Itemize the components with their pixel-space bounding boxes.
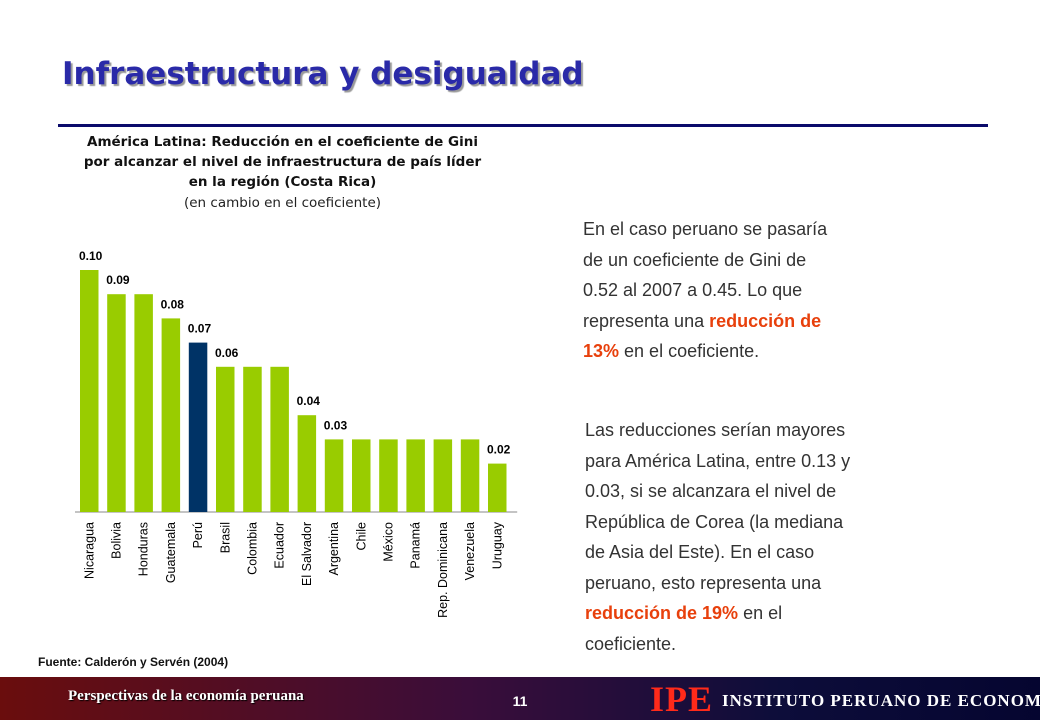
- line-text: República de Corea (la mediana: [585, 511, 844, 532]
- data-label: 0.09: [106, 273, 130, 287]
- chart-title-line: América Latina: Reducción en el coeficie…: [87, 134, 478, 150]
- paragraph-line: En el caso peruano se pasaría: [583, 214, 943, 245]
- paragraph-line: peruano, esto representa una: [585, 568, 965, 599]
- ipe-logo: IPE: [650, 679, 714, 719]
- gini-bar-chart: 0.10 Nicaragua 0.09 Bolivia Honduras 0.08 Guat…: [75, 249, 518, 618]
- chart-title-line: por alcanzar el nivel de infraestructura…: [83, 154, 482, 170]
- category-label: Honduras: [137, 522, 151, 576]
- data-label: 0.03: [324, 418, 348, 432]
- line-text: en el coeficiente.: [619, 341, 760, 361]
- data-label: 0.07: [188, 322, 212, 336]
- line-text: En el caso peruano se pasaría: [583, 219, 828, 239]
- bar-guatemala: [161, 318, 181, 512]
- category-label: Argentina: [327, 522, 341, 576]
- title-divider: [58, 124, 988, 127]
- footer-caption: Perspectivas de la economía peruana: [68, 688, 304, 704]
- footer-bar: Perspectivas de la economía peruana 11 I…: [0, 677, 1040, 720]
- line-text: 0.03, si se alcanzara el nivel de: [585, 481, 837, 501]
- data-label: 0.08: [161, 297, 185, 311]
- bar-bolivia: [107, 294, 126, 512]
- bar-colombia: [243, 366, 262, 512]
- paragraph-line: de Asia del Este). En el caso: [585, 537, 965, 568]
- line-text: de un coeficiente de Gini de: [583, 249, 807, 270]
- paragraph-line: República de Corea (la mediana: [585, 507, 965, 538]
- line-text: de Asia del Este). En el caso: [585, 542, 815, 562]
- category-label: Guatemala: [164, 522, 178, 583]
- paragraph-line: representa una reducción de: [583, 306, 943, 337]
- bar-rep-dominicana: [433, 439, 453, 512]
- line-text: 0.52 al 2007 a 0.45. Lo que: [583, 280, 803, 300]
- bar-venezuela: [460, 439, 480, 512]
- category-label: México: [381, 522, 395, 562]
- institute-name: INSTITUTO PERUANO DE ECONOMÍA: [722, 691, 1040, 710]
- highlight-text: reducción de: [709, 310, 822, 331]
- category-label: Perú: [191, 522, 205, 548]
- source-note: Fuente: Calderón y Servén (2004): [38, 655, 229, 669]
- paragraph-line: para América Latina, entre 0.13 y: [585, 446, 965, 477]
- category-label: Bolivia: [109, 522, 123, 559]
- line-text: peruano, esto representa una: [585, 572, 822, 593]
- bar-ecuador: [270, 366, 289, 512]
- category-label: Panamá: [409, 522, 423, 569]
- data-label: 0.06: [215, 346, 239, 360]
- category-label: Brasil: [218, 522, 232, 553]
- category-label: Rep. Dominicana: [436, 522, 450, 618]
- paragraph-peru: En el caso peruano se pasaría de un coefi…: [583, 214, 943, 367]
- bar-nicaragua: [80, 270, 99, 512]
- paragraph-line: Las reducciones serían mayores: [585, 415, 965, 446]
- paragraph-line: 13% en el coeficiente.: [583, 336, 943, 367]
- paragraph-line: 0.52 al 2007 a 0.45. Lo que: [583, 275, 943, 306]
- line-text: Las reducciones serían mayores: [585, 420, 846, 440]
- bar-argentina: [324, 439, 344, 512]
- chart-title: América Latina: Reducción en el coeficie…: [50, 132, 515, 192]
- line-text: para América Latina, entre 0.13 y: [585, 450, 851, 471]
- paragraph-latin-america: Las reducciones serían mayores para Améri…: [585, 415, 965, 659]
- paragraph-line: 0.03, si se alcanzara el nivel de: [585, 476, 965, 507]
- category-label: Nicaragua: [82, 522, 96, 579]
- page-title: Infraestructura y desigualdad: [62, 56, 584, 92]
- bar-per-: [188, 342, 208, 512]
- category-label: Ecuador: [273, 522, 287, 569]
- bar-brasil: [216, 366, 235, 512]
- category-label: Venezuela: [463, 522, 477, 580]
- bar-el-salvador: [297, 415, 317, 512]
- bar-honduras: [134, 294, 153, 512]
- category-label: Colombia: [245, 522, 259, 575]
- paragraph-line: coeficiente.: [585, 629, 965, 660]
- bar-chile: [352, 439, 371, 512]
- bar-panam-: [406, 439, 425, 512]
- page-number: 11: [512, 693, 528, 709]
- paragraph-line: reducción de 19% en el: [585, 598, 965, 629]
- category-label: Uruguay: [490, 521, 504, 569]
- data-label: 0.02: [487, 443, 511, 457]
- highlight-text: 13%: [583, 341, 620, 361]
- line-text: coeficiente.: [585, 633, 677, 654]
- line-text: en el: [738, 603, 783, 623]
- category-label: El Salvador: [300, 522, 314, 586]
- highlight-text: reducción de 19%: [585, 603, 739, 623]
- bar-uruguay: [488, 463, 507, 512]
- bar-m-xico: [379, 439, 398, 512]
- paragraph-line: de un coeficiente de Gini de: [583, 245, 943, 276]
- data-label: 0.10: [79, 249, 103, 263]
- chart-title-line: en la región (Costa Rica): [188, 174, 377, 190]
- category-label: Chile: [354, 522, 368, 551]
- data-label: 0.04: [297, 394, 321, 408]
- chart-subtitle: (en cambio en el coeficiente): [183, 195, 382, 211]
- line-text: representa una: [583, 310, 710, 331]
